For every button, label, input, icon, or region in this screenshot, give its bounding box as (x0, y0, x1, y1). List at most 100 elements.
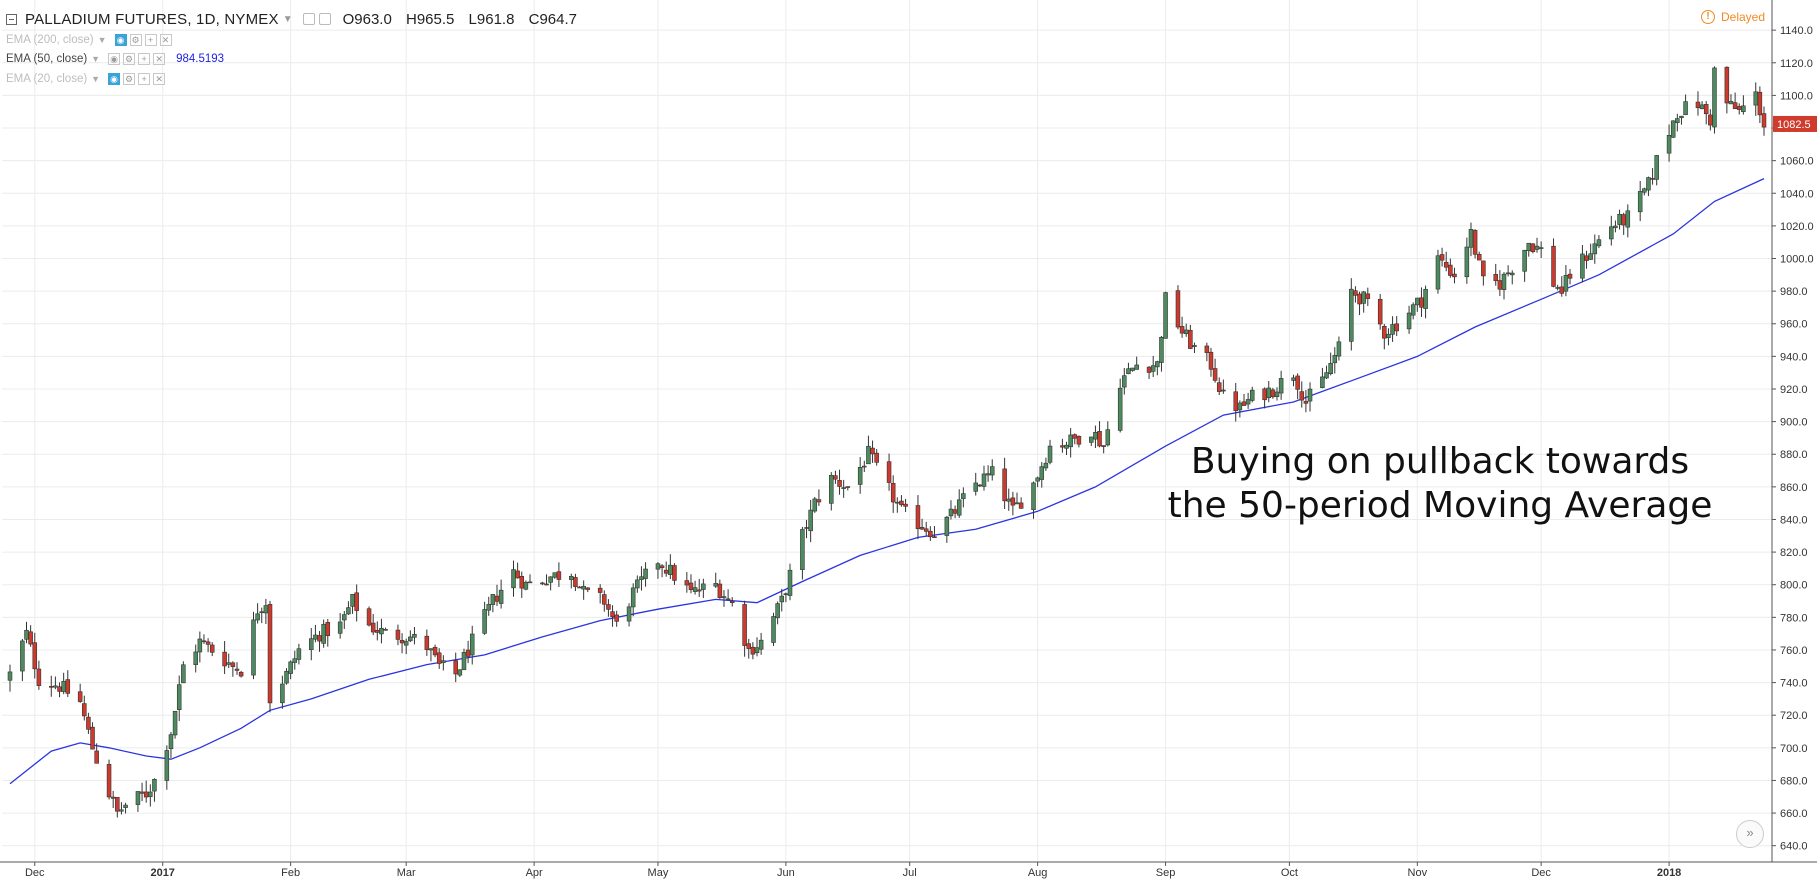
candle (317, 630, 322, 652)
candle-body (1006, 498, 1012, 502)
candle (1134, 356, 1139, 370)
candle-body (1270, 389, 1276, 398)
candle (342, 611, 347, 629)
candle-body (234, 668, 240, 671)
candle-body (1278, 378, 1284, 394)
candle-body (251, 619, 256, 676)
candle-body (1365, 293, 1371, 299)
candle-body (866, 445, 871, 465)
y-tick-label: 940.0 (1780, 351, 1808, 363)
candle-body (65, 679, 71, 694)
candle-body (61, 681, 66, 692)
symbol-title[interactable]: PALLADIUM FUTURES, 1D, NYMEX (25, 10, 279, 28)
x-axis[interactable]: Dec 2017 Feb Mar Apr May Jun Jul Aug Sep Oct Nov Dec… (0, 861, 1817, 879)
close-icon[interactable]: ✕ (153, 73, 166, 85)
candle (1324, 365, 1329, 379)
chevron-down-icon[interactable]: ▼ (97, 35, 107, 45)
chevron-down-icon[interactable]: ▼ (91, 54, 101, 64)
candle-body (395, 629, 401, 640)
candle (870, 440, 875, 463)
candle (808, 499, 813, 543)
candle-body (804, 527, 809, 529)
indicator-ema50[interactable]: EMA (50, close) ▼ ◉ ⚙ + ✕ 984.5193 (6, 51, 224, 67)
add-icon[interactable]: + (138, 53, 151, 65)
delayed-status[interactable]: ! Delayed (1701, 10, 1765, 24)
y-axis[interactable]: 640.0 660.0 680.0 700.0 720.0 740.0 760.0 780.0… (1771, 0, 1817, 862)
candle (721, 590, 727, 607)
candle-body (152, 778, 157, 792)
candle (1509, 270, 1515, 285)
candle-body (1501, 273, 1507, 290)
candle (1043, 457, 1049, 471)
candle-body (197, 638, 203, 653)
candle-body (1448, 264, 1453, 276)
candle (222, 641, 227, 674)
candle (932, 526, 937, 538)
candle-body (201, 640, 207, 643)
candle-body (1613, 225, 1618, 229)
eye-icon[interactable]: ◉ (108, 73, 121, 85)
candle (1650, 168, 1655, 185)
candle-body (1588, 253, 1593, 260)
candle (696, 578, 702, 597)
candle-body (139, 791, 145, 794)
candle (1464, 237, 1470, 284)
candle (750, 642, 756, 660)
candle-body (1654, 155, 1659, 180)
candle (1349, 278, 1354, 351)
candle-body (1295, 375, 1300, 390)
candle-body (1666, 135, 1672, 154)
y-tick-label: 900.0 (1780, 417, 1808, 429)
chevron-down-icon[interactable]: ▼ (282, 13, 293, 25)
candle (1675, 113, 1680, 132)
settings-icon[interactable]: ⚙ (123, 53, 136, 65)
format-icon[interactable] (318, 13, 331, 25)
candle-body (1150, 365, 1156, 372)
candle-body (1002, 468, 1007, 502)
candle-body (655, 563, 661, 570)
candle (1159, 335, 1164, 372)
indicator-ema20[interactable]: EMA (20, close) ▼ ◉ ⚙ + ✕ (6, 71, 168, 87)
add-icon[interactable]: + (138, 73, 151, 85)
candle (1580, 245, 1585, 283)
candle (614, 610, 619, 627)
candle-body (317, 635, 322, 642)
candle (1018, 497, 1024, 509)
add-icon[interactable]: + (144, 34, 157, 46)
indicator-ema200[interactable]: EMA (200, close) ▼ ◉ ⚙ + ✕ (6, 32, 175, 48)
candle-body (1534, 245, 1540, 250)
collapse-icon[interactable] (6, 13, 17, 25)
candle-body (1584, 255, 1589, 261)
eye-icon[interactable]: ◉ (108, 53, 121, 65)
candle (1175, 285, 1181, 330)
candle-body (775, 603, 780, 619)
candle-body (1155, 361, 1160, 368)
candle (36, 660, 42, 690)
candle (313, 624, 318, 643)
settings-icon[interactable]: ⚙ (123, 73, 136, 85)
close-icon[interactable]: ✕ (159, 34, 172, 46)
candle-body (193, 651, 198, 665)
settings-icon[interactable]: ⚙ (129, 34, 142, 46)
candle-body (1076, 435, 1082, 445)
candle (725, 589, 731, 601)
close-icon[interactable]: ✕ (153, 53, 166, 65)
candle (403, 638, 409, 655)
eye-icon[interactable]: ◉ (114, 34, 127, 46)
candle-body (49, 686, 54, 688)
candle (1076, 435, 1082, 448)
candle (1699, 101, 1705, 110)
x-tick-label: Jun (777, 867, 795, 879)
candle-body (1274, 391, 1280, 397)
candle (804, 519, 809, 539)
candle-body (1679, 115, 1684, 119)
candle-body (527, 581, 533, 584)
settings-icon[interactable] (302, 13, 315, 25)
scroll-to-realtime-button[interactable]: » (1736, 820, 1764, 848)
candle (701, 578, 706, 598)
candle (176, 675, 182, 722)
candle (453, 652, 458, 683)
chevron-down-icon[interactable]: ▼ (91, 74, 101, 84)
candle (841, 479, 846, 498)
